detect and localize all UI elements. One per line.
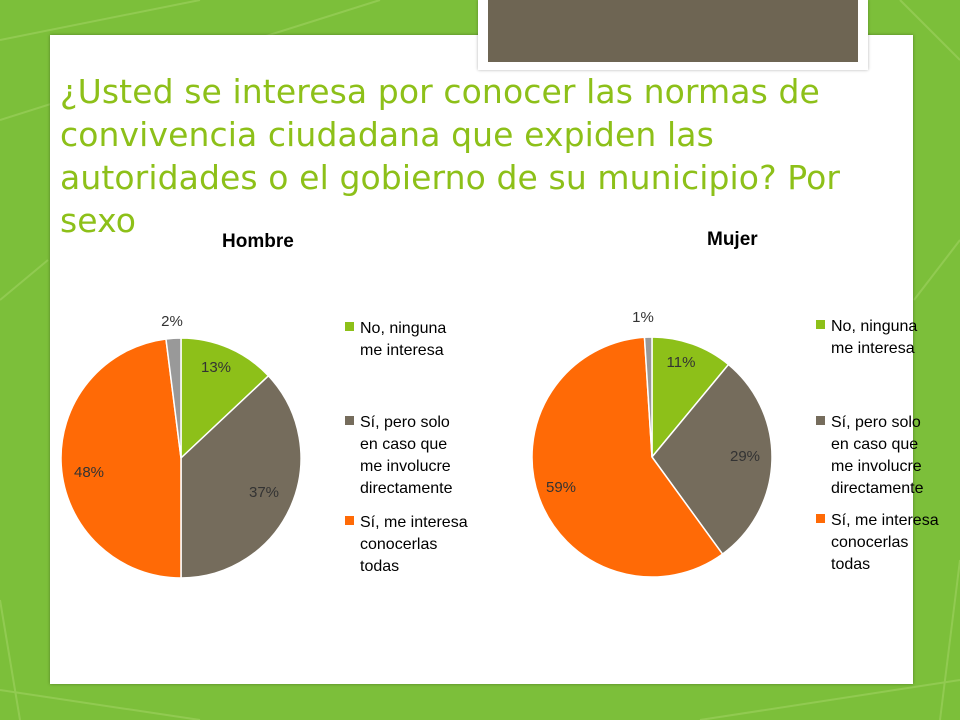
- legend-label-line: Sí, pero solo: [831, 414, 921, 431]
- legend-label-line: en caso que: [360, 436, 448, 453]
- pie-slice-mujer-0: [651, 336, 730, 460]
- legend-item-0: No, ninguna me interesa: [345, 318, 510, 362]
- pie-slice-hombre-2: [60, 338, 182, 579]
- pie-slice-hombre-1: [180, 374, 302, 579]
- legend-item-1: Sí, pero solo en caso que me involucre dire…: [816, 412, 960, 500]
- legend-label-line: conocerlas: [831, 534, 909, 551]
- legend-label-line: me interesa: [831, 340, 915, 357]
- decorative-tab-fill: [488, 0, 858, 62]
- decorative-tab: [478, 0, 868, 70]
- legend-label-line: directamente: [831, 480, 924, 497]
- data-label-mujer-2: 59%: [546, 479, 576, 496]
- slide-title: ¿Usted se interesa por conocer las norma…: [60, 72, 841, 240]
- legend-label-line: todas: [831, 556, 871, 573]
- chart-title-hombre: Hombre: [222, 231, 294, 252]
- legend-label: Sí, pero solo en caso que me involucre dire…: [360, 412, 510, 500]
- data-label-mujer-3: 1%: [632, 309, 654, 326]
- data-label-mujer-0: 11%: [667, 354, 696, 371]
- legend-label-line: Sí, me interesa: [831, 512, 939, 529]
- pie-slice-mujer-3: [643, 336, 653, 458]
- legend-label: No, ninguna me interesa: [831, 316, 960, 360]
- legend-swatch: [345, 416, 354, 425]
- legend-item-2: Sí, me interesa conocerlas todas: [345, 512, 510, 578]
- legend-label-line: me interesa: [360, 342, 444, 359]
- legend-label-line: en caso que: [831, 436, 919, 453]
- legend-item-2: Sí, me interesa conocerlas todas: [816, 510, 960, 576]
- legend-label-line: todas: [360, 558, 400, 575]
- data-label-hombre-0: 13%: [201, 359, 231, 376]
- pie-slice-mujer-1: [651, 363, 773, 556]
- legend-label-line: me involucre: [831, 458, 922, 475]
- legend-label-line: conocerlas: [360, 536, 438, 553]
- legend-label-line: me involucre: [360, 458, 451, 475]
- pie-slice-hombre-3: [165, 337, 182, 459]
- data-label-mujer-1: 29%: [730, 448, 760, 465]
- legend-item-1: Sí, pero solo en caso que me involucre dire…: [345, 412, 510, 500]
- legend-label-line: Sí, me interesa: [360, 514, 468, 531]
- data-label-hombre-3: 2%: [161, 313, 183, 330]
- legend-label: Sí, pero solo en caso que me involucre dire…: [831, 412, 960, 500]
- data-label-hombre-2: 48%: [74, 464, 104, 481]
- legend-swatch: [816, 320, 825, 329]
- legend-item-0: No, ninguna me interesa: [816, 316, 960, 360]
- legend-swatch: [816, 514, 825, 523]
- legend-label: No, ninguna me interesa: [360, 318, 510, 362]
- chart-title-mujer: Mujer: [707, 229, 758, 250]
- legend-label-line: No, ninguna: [831, 318, 918, 335]
- pie-slice-hombre-0: [180, 337, 270, 460]
- data-label-hombre-1: 37%: [249, 484, 279, 501]
- legend-label-line: directamente: [360, 480, 453, 497]
- legend-swatch: [345, 322, 354, 331]
- pie-slice-mujer-2: [531, 336, 724, 578]
- legend-swatch: [816, 416, 825, 425]
- legend-label: Sí, me interesa conocerlas todas: [831, 510, 960, 576]
- legend-label: Sí, me interesa conocerlas todas: [360, 512, 510, 578]
- legend-swatch: [345, 516, 354, 525]
- legend-label-line: No, ninguna: [360, 320, 447, 337]
- legend-label-line: Sí, pero solo: [360, 414, 450, 431]
